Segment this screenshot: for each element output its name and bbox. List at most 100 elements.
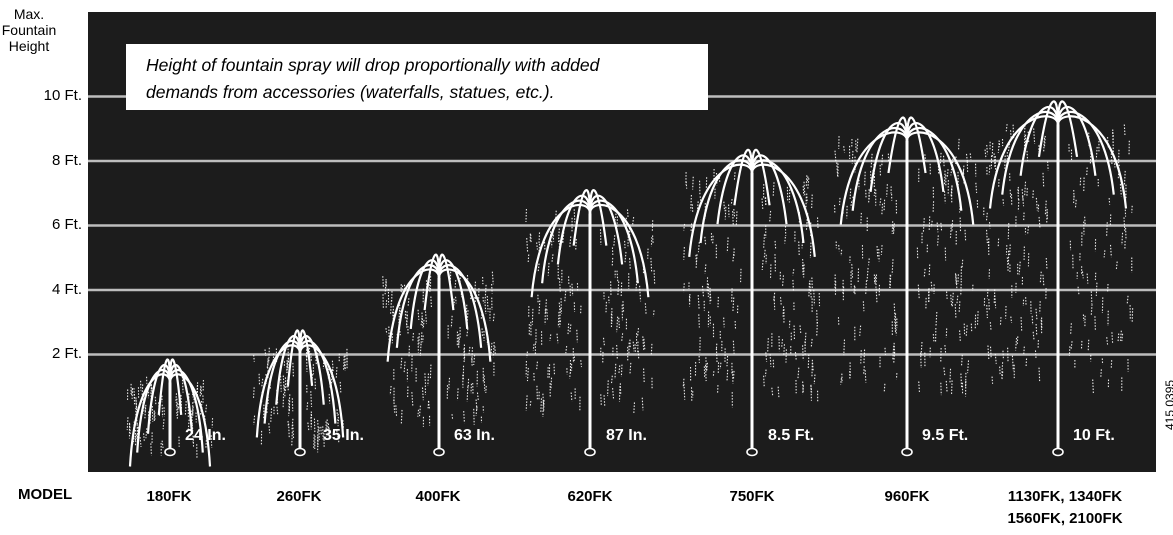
fountain-droplet <box>291 431 293 446</box>
y-tick-10ft: 10 Ft. <box>43 87 82 104</box>
fountain-droplet <box>1035 323 1038 336</box>
fountain-droplet <box>803 181 806 197</box>
fountain-droplet <box>1090 304 1093 316</box>
fountain-droplet <box>943 191 946 204</box>
model-heading: MODEL <box>18 486 73 503</box>
fountain-droplet <box>976 311 979 327</box>
fountain-droplet <box>1119 183 1122 197</box>
fountain-droplet <box>483 375 486 392</box>
fountain-droplet <box>476 392 479 401</box>
fountain-droplet <box>133 423 135 438</box>
fountain-droplet <box>761 198 764 211</box>
fountain-droplet <box>771 387 774 397</box>
fountain-droplet <box>863 349 866 365</box>
fountain-droplet <box>310 391 313 408</box>
fountain-droplet <box>986 229 988 244</box>
fountain-droplet <box>180 394 183 410</box>
fountain-droplet <box>804 332 807 346</box>
fountain-arc <box>688 163 754 257</box>
fountain-droplet <box>1002 199 1005 206</box>
fountain-droplet <box>261 378 264 388</box>
fountain-arc <box>255 344 302 438</box>
fountain-droplet <box>1001 362 1004 378</box>
fountain-droplet <box>458 338 460 346</box>
fountain-droplet <box>1117 333 1120 343</box>
fountain-droplet <box>191 424 194 432</box>
fountain-droplet <box>769 210 772 223</box>
fountain-droplet <box>569 324 572 333</box>
fountain-droplet <box>486 295 489 312</box>
fountain-droplet <box>417 409 420 417</box>
fountain-droplet <box>874 276 877 284</box>
fountain-droplet <box>398 328 401 336</box>
fountain-droplet <box>810 384 812 401</box>
fountain-droplet <box>960 354 963 366</box>
fountain-droplet <box>542 393 545 407</box>
fountain-droplet <box>875 274 877 288</box>
fountain-droplet <box>1095 282 1098 296</box>
fountain-droplet <box>282 375 285 392</box>
fountain-droplet <box>777 386 780 399</box>
fountain-droplet <box>616 316 619 333</box>
fountain-droplet <box>870 153 873 168</box>
fountain-droplet <box>781 339 784 348</box>
fountain-droplet <box>652 235 654 244</box>
fountain-droplet <box>733 172 736 180</box>
fountain-arc <box>386 268 441 362</box>
fountain-droplet <box>453 298 456 306</box>
fountain-droplet <box>142 397 145 414</box>
fountain-droplet <box>401 285 404 293</box>
fountain-droplet <box>955 274 958 290</box>
fountain-droplet <box>797 367 800 379</box>
fountain-droplet <box>1011 355 1014 371</box>
fountain-droplet <box>1095 146 1098 160</box>
fountain-droplet <box>712 371 715 378</box>
fountain-droplet <box>945 380 948 393</box>
fountain-droplet <box>876 246 879 259</box>
fountain-droplet <box>176 408 179 420</box>
fountain-droplet <box>292 362 294 377</box>
fountain-droplet <box>150 443 152 456</box>
fountain-droplet <box>856 138 859 154</box>
fountain-droplet <box>763 234 766 248</box>
fountain-droplet <box>419 343 422 357</box>
fountain-droplet <box>1027 226 1030 234</box>
fountain-droplet <box>1117 164 1120 179</box>
model-label-960fk: 960FK <box>884 486 929 508</box>
fountain-droplet <box>288 423 290 438</box>
fountain-droplet <box>988 222 991 229</box>
fountain-droplet <box>732 340 735 354</box>
fountain-droplet <box>466 310 469 325</box>
fountain-droplet <box>456 388 459 401</box>
fountain-droplet <box>430 296 433 309</box>
fountain-droplet <box>184 401 187 416</box>
fountain-droplet <box>492 341 495 358</box>
fountain-droplet <box>851 264 854 278</box>
fountain-droplet <box>1021 189 1024 201</box>
fountain-1130fk <box>983 100 1134 457</box>
fountain-droplet <box>632 217 635 225</box>
fountain-620fk <box>525 189 656 457</box>
fountain-droplet <box>1038 216 1041 229</box>
fountain-arc <box>839 131 909 225</box>
fountain-droplet <box>816 217 819 230</box>
fountain-droplet <box>425 280 428 296</box>
fountain-droplet <box>802 345 804 361</box>
fountain-droplet <box>928 264 931 277</box>
fountain-droplet <box>549 334 552 341</box>
fountain-droplet <box>1123 124 1126 136</box>
fountain-droplet <box>633 402 636 414</box>
fountain-droplet <box>331 360 334 373</box>
fountain-droplet <box>733 208 736 217</box>
fountains <box>126 100 1134 467</box>
fountain-droplet <box>959 205 961 213</box>
fountain-droplet <box>450 315 453 328</box>
fountain-droplet <box>316 352 319 362</box>
fountain-droplet <box>650 257 653 272</box>
fountain-droplet <box>892 223 895 236</box>
fountain-droplet <box>580 360 583 368</box>
fountain-droplet <box>1070 323 1072 336</box>
fountain-droplet <box>317 420 319 432</box>
fountain-droplet <box>838 245 840 252</box>
fountain-droplet <box>993 153 996 168</box>
